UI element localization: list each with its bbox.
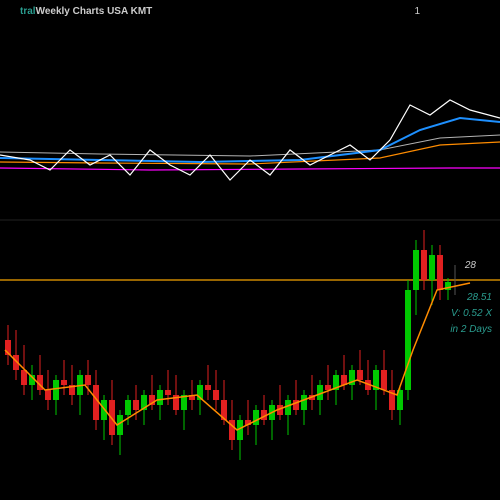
last-price-label: 28.51 — [467, 292, 492, 303]
timeframe-label: 1 — [414, 6, 420, 17]
stock-chart[interactable]: tralWeekly Charts USA KMT 1 28 28.51 V: … — [0, 0, 500, 500]
chart-title: tralWeekly Charts USA KMT — [20, 6, 152, 17]
volume-label: V: 0.52 X — [451, 308, 492, 319]
chart-canvas — [0, 0, 500, 500]
days-label: in 2 Days — [450, 324, 492, 335]
price-level-28: 28 — [465, 260, 476, 271]
